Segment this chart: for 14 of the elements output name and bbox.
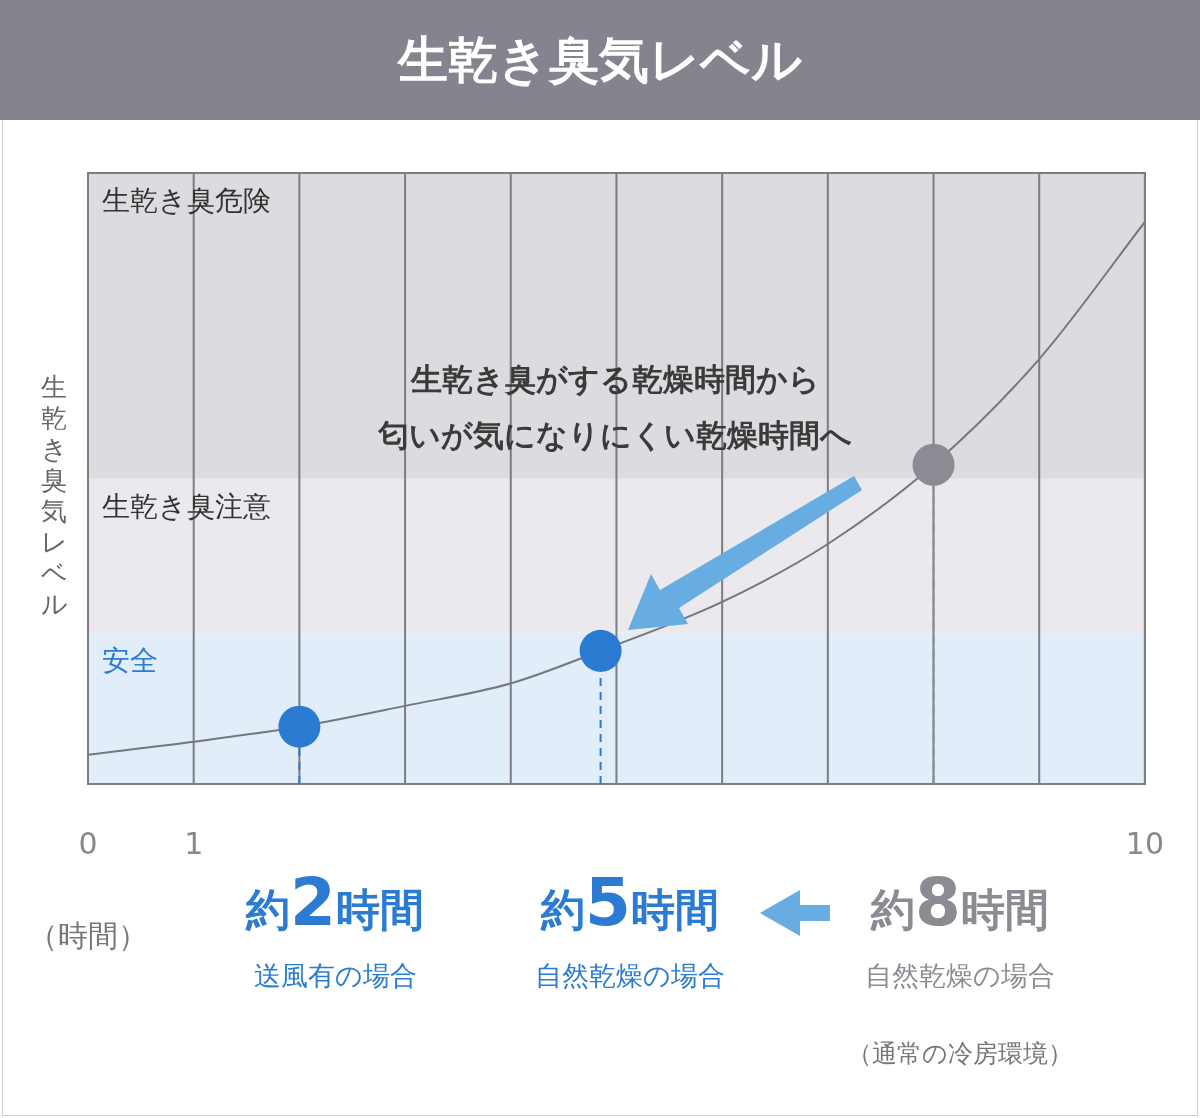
text: 約2時間 bbox=[245, 864, 424, 941]
x-axis-title: （時間） bbox=[28, 918, 148, 953]
chart-title: 生乾き臭気レベル bbox=[0, 0, 1200, 120]
text: 約5時間 bbox=[540, 864, 719, 941]
text: （通常の冷房環境） bbox=[847, 1039, 1073, 1068]
x-tick-label: 1 bbox=[184, 825, 204, 861]
band-label: 安全 bbox=[102, 644, 158, 678]
text: 自然乾燥の場合 bbox=[535, 960, 725, 991]
x-tick-label: 10 bbox=[1125, 825, 1165, 861]
text: 約8時間 bbox=[870, 864, 1049, 941]
text: 送風有の場合 bbox=[253, 960, 417, 991]
x-tick-label: 0 bbox=[78, 825, 98, 861]
text: 自然乾燥の場合 bbox=[865, 960, 1055, 991]
y-axis-title: 生乾き臭気レベル bbox=[39, 372, 69, 620]
